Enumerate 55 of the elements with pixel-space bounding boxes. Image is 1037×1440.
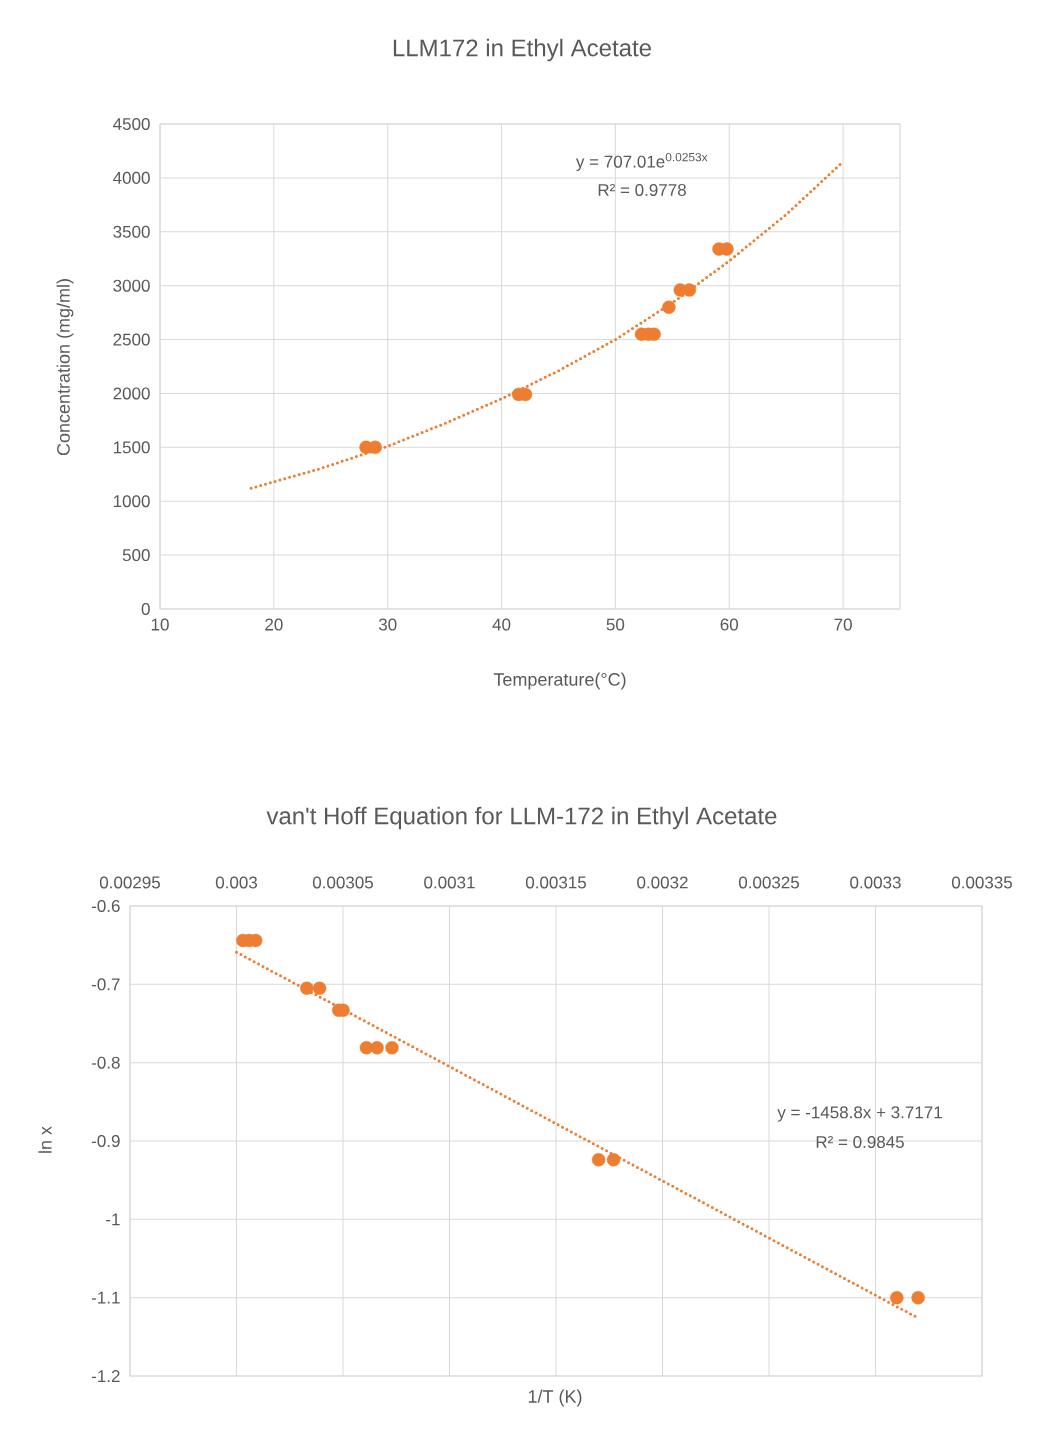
x-tick-label: 20 bbox=[265, 618, 283, 631]
x-tick-label: 0.00295 bbox=[99, 876, 160, 889]
point bbox=[662, 300, 676, 314]
x-tick-label: 30 bbox=[378, 618, 397, 631]
y-tick-label: 1500 bbox=[113, 441, 150, 454]
point bbox=[890, 1290, 904, 1305]
x-axis-title: Temperature(°C) bbox=[493, 672, 626, 690]
y-tick-label: 3500 bbox=[113, 225, 150, 238]
y-tick-label: 2000 bbox=[113, 387, 150, 400]
chart-title: LLM172 in Ethyl Acetate bbox=[393, 38, 651, 62]
x-tick-label: 0.0032 bbox=[637, 876, 688, 889]
y-tick-label: -1.2 bbox=[91, 1370, 120, 1382]
x-tick-label: 0.0031 bbox=[424, 876, 475, 889]
y-tick-label: 500 bbox=[122, 549, 150, 562]
point bbox=[682, 283, 697, 297]
y-tick-label: 4500 bbox=[113, 117, 150, 131]
x-tick-label: 0.0033 bbox=[850, 876, 901, 889]
x-tick-label: 40 bbox=[492, 618, 511, 631]
y-tick-label: 3000 bbox=[113, 279, 150, 292]
x-tick-label: 60 bbox=[720, 618, 739, 631]
y-tick-label: -0.8 bbox=[91, 1056, 120, 1069]
y-tick-label: 1000 bbox=[113, 495, 150, 508]
y-tick-label: 0 bbox=[141, 602, 150, 616]
y-tick-label: -1 bbox=[106, 1213, 120, 1226]
x-tick-label: 0.00325 bbox=[738, 876, 799, 889]
y-tick-label: 2500 bbox=[113, 333, 150, 346]
x-tick-label: 0.00315 bbox=[525, 876, 586, 889]
x-tick-label: 0.00335 bbox=[951, 876, 1012, 889]
y-tick-label: -1.1 bbox=[91, 1291, 120, 1304]
annotation: y = -1458.8x + 3.7171 bbox=[777, 1106, 942, 1122]
x-tick-label: 10 bbox=[151, 618, 169, 631]
x-tick-label: 0.00305 bbox=[312, 876, 373, 889]
y-tick-label: -0.7 bbox=[91, 978, 120, 991]
point bbox=[385, 1041, 399, 1055]
annotation: R² = 0.9778 bbox=[598, 183, 686, 197]
x-axis-title: 1/T (K) bbox=[528, 1389, 582, 1407]
y-tick-label: 4000 bbox=[113, 171, 150, 184]
x-tick-label: 70 bbox=[834, 618, 852, 631]
annotation: y = 707.01e$^{0.0253x}$ bbox=[575, 152, 708, 172]
x-tick-label: 50 bbox=[606, 618, 625, 631]
point bbox=[591, 1153, 606, 1167]
y-axis-title: ln x bbox=[38, 1126, 52, 1153]
point bbox=[300, 981, 314, 995]
chart-title: van't Hoff Equation for LLM-172 in Ethyl Acetate bbox=[266, 806, 777, 830]
point bbox=[606, 1153, 621, 1167]
point bbox=[720, 242, 734, 256]
point bbox=[370, 1041, 384, 1055]
y-tick-label: -0.6 bbox=[91, 899, 120, 913]
y-tick-label: -0.9 bbox=[91, 1134, 120, 1148]
x-tick-label: 0.003 bbox=[215, 876, 258, 889]
point bbox=[312, 981, 327, 995]
y-axis-title: Concentration (mg/ml) bbox=[56, 279, 74, 456]
annotation: R² = 0.9845 bbox=[816, 1135, 904, 1149]
point bbox=[368, 440, 382, 455]
point bbox=[911, 1290, 925, 1305]
